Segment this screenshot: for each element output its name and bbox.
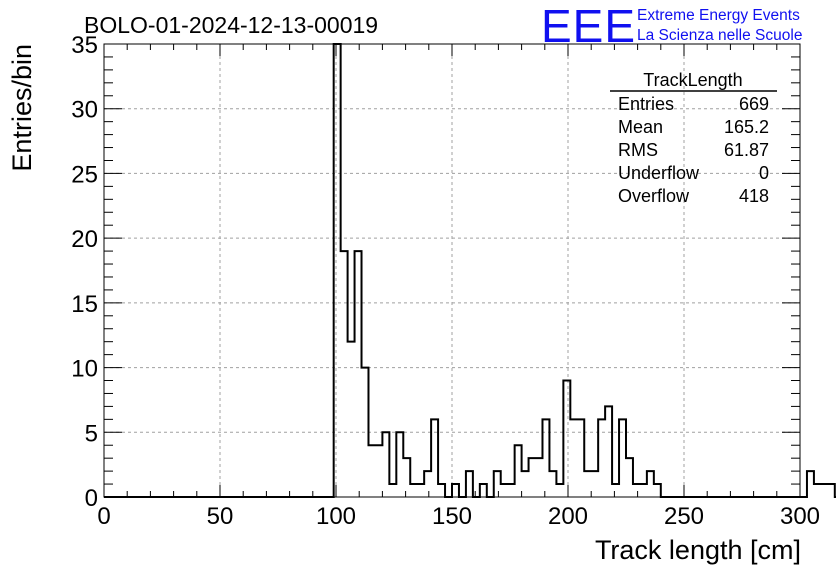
histogram-bin — [598, 419, 605, 497]
histogram-bin — [647, 471, 654, 497]
histogram-bin — [556, 484, 563, 497]
histogram-outline — [104, 43, 836, 498]
histogram-bin — [522, 471, 529, 497]
x-tick-label: 250 — [664, 503, 704, 530]
histogram-bin — [584, 471, 591, 497]
histogram-bin — [368, 445, 375, 497]
stats-label-mean: Mean — [618, 117, 663, 137]
histogram-bin — [410, 484, 417, 497]
stats-value-entries: 669 — [739, 94, 769, 114]
histogram-bin — [355, 251, 362, 497]
x-axis-ticks: 0 50 100 150 200 250 300 — [97, 44, 820, 530]
stats-label-overflow: Overflow — [618, 186, 690, 206]
y-tick-label: 25 — [71, 161, 98, 188]
y-tick-label: 5 — [85, 420, 98, 447]
logo-line1: Extreme Energy Events — [637, 7, 800, 24]
stats-label-underflow: Underflow — [618, 163, 700, 183]
chart-title: BOLO-01-2024-12-13-00019 — [84, 12, 378, 38]
y-tick-label: 15 — [71, 291, 98, 318]
x-tick-label: 200 — [548, 503, 588, 530]
histogram-bin — [341, 251, 348, 497]
x-tick-label: 50 — [207, 503, 234, 530]
histogram-bin — [508, 484, 515, 497]
histogram-bin — [814, 484, 821, 497]
stats-value-mean: 165.2 — [724, 117, 769, 137]
histogram-bin — [375, 445, 382, 497]
histogram-bin — [570, 419, 577, 497]
histogram-bin — [480, 484, 487, 497]
y-tick-label: 35 — [71, 32, 98, 59]
histogram-bin — [501, 484, 508, 497]
histogram-bin — [536, 458, 543, 497]
y-tick-label: 20 — [71, 226, 98, 253]
histogram-bin — [529, 458, 536, 497]
histogram-bin — [431, 419, 438, 497]
stats-value-overflow: 418 — [739, 186, 769, 206]
histogram-bin — [466, 471, 473, 497]
histogram-bin — [591, 471, 598, 497]
x-tick-label: 150 — [432, 503, 472, 530]
histogram-bin — [389, 484, 396, 497]
histogram-bin — [605, 406, 612, 497]
histogram-bin — [640, 484, 647, 497]
x-axis-label: Track length [cm] — [595, 535, 801, 565]
histogram-bin — [619, 419, 626, 497]
x-tick-label: 300 — [780, 503, 820, 530]
stats-name: TrackLength — [643, 70, 742, 90]
histogram-bin — [382, 432, 389, 497]
y-tick-label: 0 — [85, 485, 98, 512]
logo-line2: La Scienza nelle Scuole — [637, 27, 802, 44]
histogram-bin — [563, 381, 570, 497]
stats-box: TrackLength Entries 669 Mean 165.2 RMS 6… — [610, 70, 777, 206]
histogram-bin — [396, 432, 403, 497]
y-tick-label: 10 — [71, 356, 98, 383]
histogram-bin — [452, 484, 459, 497]
stats-label-entries: Entries — [618, 94, 674, 114]
plot-frame — [103, 43, 801, 498]
histogram-bin — [494, 471, 501, 497]
y-axis-label: Entries/bin — [7, 44, 37, 172]
y-tick-label: 30 — [71, 97, 98, 124]
histogram-bin — [542, 419, 549, 497]
grid-lines — [104, 44, 800, 497]
eee-logo: EEE — [541, 0, 636, 52]
histogram-bin — [549, 471, 556, 497]
histogram-bin — [348, 342, 355, 497]
histogram-bin — [403, 458, 410, 497]
stats-value-underflow: 0 — [759, 163, 769, 183]
histogram-bin — [515, 445, 522, 497]
stats-value-rms: 61.87 — [724, 140, 769, 160]
histogram-bin — [633, 484, 640, 497]
histogram-bin — [807, 471, 814, 497]
histogram-bin — [417, 484, 424, 497]
histogram-bin — [334, 44, 341, 497]
y-axis-ticks: 0 5 10 15 20 25 30 35 — [71, 32, 800, 512]
x-tick-label: 100 — [316, 503, 356, 530]
histogram-bin — [438, 484, 445, 497]
histogram-bin — [821, 484, 828, 497]
histogram-bin — [626, 458, 633, 497]
histogram-bin — [424, 471, 431, 497]
histogram-bin — [828, 484, 835, 497]
stats-label-rms: RMS — [618, 140, 658, 160]
histogram-bin — [654, 484, 661, 497]
histogram-bin — [577, 419, 584, 497]
x-tick-label: 0 — [97, 503, 110, 530]
histogram-bars — [104, 43, 836, 498]
histogram-bin — [612, 484, 619, 497]
